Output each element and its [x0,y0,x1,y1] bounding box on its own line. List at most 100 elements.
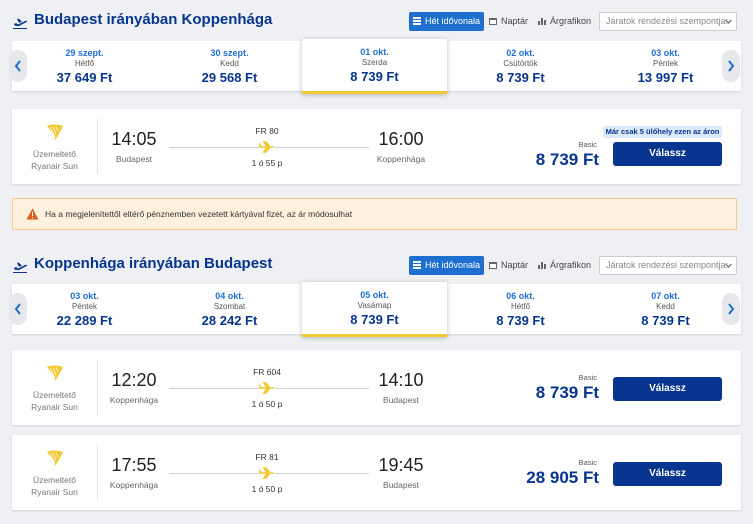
departure-time: 17:55 [111,455,157,475]
seats-left-badge: Már csak 5 ülőhely ezen az áron [603,126,722,138]
inbound-date-strip: 03 okt. Péntek 22 289 Ft 04 okt. Szombat… [12,282,741,337]
date-price: 37 649 Ft [56,70,113,85]
flight-card: Üzemeltető Ryanair Sun 17:55 Koppenhága … [12,435,741,510]
flight-number: FR 81 [255,452,279,462]
day-label: Hétfő [74,59,95,68]
date-option[interactable]: 03 okt. Péntek 13 997 Ft [593,41,738,91]
next-dates-button[interactable] [722,50,740,82]
select-flight-button[interactable]: Válassz [613,377,722,401]
date-label: 01 okt. [360,47,389,57]
flight-number: FR 80 [255,126,279,136]
date-label: 04 okt. [215,291,244,301]
arrival-time: 19:45 [378,455,424,475]
chart-view-button[interactable]: Árgrafikon [537,256,595,275]
outbound-header: Budapest irányában Koppenhága Hét idővon… [0,8,753,38]
currency-warning: Ha a megjelenítettől eltérő pénznemben v… [12,198,737,230]
date-label: 05 okt. [360,290,389,300]
warning-icon [26,208,39,220]
week-view-button[interactable]: Hét idővonala [409,12,485,31]
date-option[interactable]: 29 szept. Hétfő 37 649 Ft [12,41,157,91]
next-dates-button[interactable] [722,293,740,325]
calendar-icon [489,18,497,25]
fare-price: 8 739 Ft [535,150,599,169]
calendar-view-button[interactable]: Naptár [488,256,532,275]
date-price: 8 739 Ft [641,313,690,328]
week-view-button[interactable]: Hét idővonala [409,256,485,275]
outbound-title: Budapest irányában Koppenhága [34,11,273,28]
date-price: 8 739 Ft [350,69,399,84]
operator-label: Üzemeltető [33,390,76,400]
sort-select[interactable]: Járatok rendezési szempontja: [599,12,737,31]
date-option[interactable]: 30 szept. Kedd 29 568 Ft [157,41,302,91]
day-label: Csütörtök [503,59,538,68]
date-option[interactable]: 02 okt. Csütörtök 8 739 Ft [448,41,593,91]
date-option-selected[interactable]: 01 okt. Szerda 8 739 Ft [302,39,447,94]
date-label: 02 okt. [506,48,535,58]
chart-view-button[interactable]: Árgrafikon [537,12,595,31]
select-flight-button[interactable]: Válassz [613,462,722,486]
fare-type: Basic [578,458,597,467]
sort-select[interactable]: Járatok rendezési szempontja: [599,256,737,275]
day-label: Péntek [72,302,97,311]
calendar-view-button[interactable]: Naptár [488,12,532,31]
date-label: 03 okt. [70,291,99,301]
arrival-city: Budapest [383,395,419,405]
date-label: 30 szept. [210,48,249,58]
date-option-selected[interactable]: 05 okt. Vasárnap 8 739 Ft [302,282,447,337]
arrival-time: 14:10 [378,370,424,390]
date-option[interactable]: 03 okt. Péntek 22 289 Ft [12,284,157,334]
plane-icon [259,467,275,479]
date-option[interactable]: 07 okt. Kedd 8 739 Ft [593,284,738,334]
departure-time: 14:05 [111,129,157,149]
divider [97,360,98,415]
fare-type: Basic [578,373,597,382]
flight-number: FR 604 [253,367,281,377]
operator-name: Ryanair Sun [31,161,78,171]
chevron-left-icon [14,60,21,72]
date-price: 13 997 Ft [637,70,694,85]
plane-takeoff-icon [13,262,28,273]
day-label: Kedd [656,302,675,311]
date-price: 28 242 Ft [201,313,258,328]
bar-chart-icon [538,262,546,269]
day-label: Kedd [220,59,239,68]
chevron-left-icon [14,303,21,315]
date-label: 03 okt. [651,48,680,58]
prev-dates-button[interactable] [9,50,27,82]
timeline-icon [413,261,421,269]
arrival-city: Budapest [383,480,419,490]
chevron-right-icon [728,60,735,72]
operator-label: Üzemeltető [33,149,76,159]
operator-label: Üzemeltető [33,475,76,485]
date-price: 8 739 Ft [496,313,545,328]
flight-duration: 1 ó 50 p [251,399,283,409]
plane-icon [259,141,275,153]
operator-name: Ryanair Sun [31,487,78,497]
chevron-down-icon [725,19,732,24]
date-price: 29 568 Ft [201,70,258,85]
divider [97,445,98,500]
select-flight-button[interactable]: Válassz [613,142,722,166]
prev-dates-button[interactable] [9,293,27,325]
chart-view-label: Árgrafikon [550,260,592,270]
inbound-title: Koppenhága irányában Budapest [34,255,273,272]
ryanair-harp-logo-icon [47,450,63,466]
chart-view-label: Árgrafikon [550,16,592,26]
timeline-icon [413,17,421,25]
fare-price: 8 739 Ft [535,383,599,402]
week-view-label: Hét idővonala [425,260,481,270]
flight-card: Üzemeltető Ryanair Sun 12:20 Koppenhága … [12,350,741,425]
bar-chart-icon [538,18,546,25]
ryanair-harp-logo-icon [47,124,63,140]
warning-text: Ha a megjelenítettől eltérő pénznemben v… [45,209,353,219]
divider [97,119,98,174]
date-option[interactable]: 06 okt. Hétfő 8 739 Ft [448,284,593,334]
date-price: 22 289 Ft [56,313,113,328]
date-option[interactable]: 04 okt. Szombat 28 242 Ft [157,284,302,334]
plane-takeoff-icon [13,18,28,29]
fare-type: Basic [578,140,597,149]
arrival-city: Koppenhága [376,154,426,164]
departure-city: Koppenhága [109,480,159,490]
flight-duration: 1 ó 50 p [251,484,283,494]
fare-price: 28 905 Ft [526,468,599,487]
